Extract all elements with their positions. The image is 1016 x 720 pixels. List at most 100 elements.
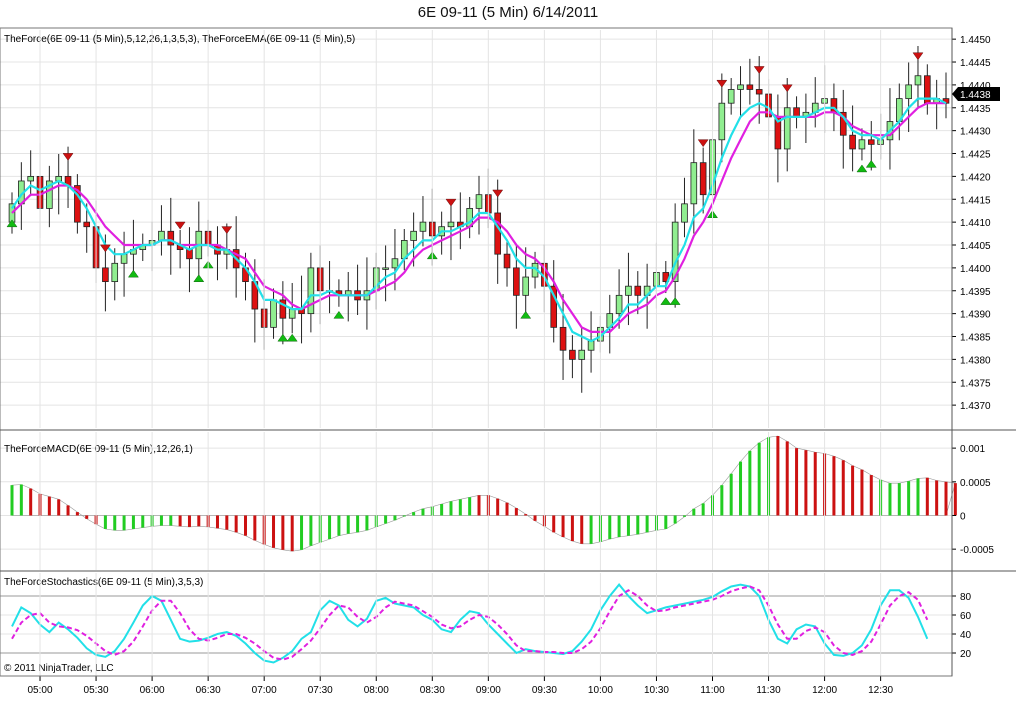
macd-bar <box>187 515 191 527</box>
macd-tick-label: -0.0005 <box>960 545 994 556</box>
macd-bar <box>907 481 911 516</box>
macd-axis: -0.0005 0 0.0005 0.001 <box>952 444 994 556</box>
macd-bar <box>673 515 677 524</box>
macd-histogram <box>10 435 957 552</box>
macd-bar <box>131 515 135 529</box>
buy-signal-arrow <box>277 333 289 342</box>
macd-bar <box>785 441 789 516</box>
macd-bar <box>505 502 509 516</box>
price-candles <box>8 46 950 393</box>
candle-down <box>186 249 193 260</box>
macd-bar <box>169 515 173 526</box>
macd-bar <box>19 484 23 516</box>
time-tick-label: 10:00 <box>588 685 613 696</box>
candle-up <box>690 162 698 205</box>
candle-up <box>737 84 744 90</box>
macd-bar <box>103 515 107 529</box>
price-tick-label: 1.4375 <box>960 378 991 389</box>
candle-up <box>615 294 623 315</box>
macd-bar <box>636 515 640 535</box>
macd-bar <box>29 488 33 516</box>
macd-bar <box>365 515 369 531</box>
time-tick-label: 11:30 <box>756 685 781 696</box>
price-tick-label: 1.4440 <box>960 81 991 92</box>
sell-signal-arrow <box>753 66 765 74</box>
last-price-marker: 1.4438 <box>952 87 1000 102</box>
candle-down <box>793 107 800 118</box>
macd-bar <box>253 515 257 541</box>
macd-bar <box>337 515 341 536</box>
candle-up <box>475 194 483 209</box>
macd-bar <box>953 483 957 516</box>
price-tick-label: 1.4430 <box>960 127 991 138</box>
time-tick-label: 09:00 <box>476 685 501 696</box>
price-tick-label: 1.4415 <box>960 195 991 206</box>
macd-bar <box>393 515 397 521</box>
macd-bar <box>645 515 649 533</box>
time-tick-label: 08:00 <box>364 685 389 696</box>
candle-down <box>559 326 567 351</box>
macd-bar <box>197 515 201 527</box>
stochastics-panel-grid <box>0 595 952 654</box>
macd-bar <box>570 515 574 542</box>
buy-signal-arrow <box>286 333 298 342</box>
macd-bar <box>309 515 313 546</box>
buy-signal-arrow <box>669 297 681 305</box>
macd-bar <box>300 515 304 550</box>
buy-signal-arrow <box>660 297 672 305</box>
price-signal-arrows <box>6 52 924 342</box>
macd-bar <box>804 450 808 516</box>
candle-up <box>625 285 632 296</box>
candle-down <box>755 89 763 95</box>
macd-bar <box>449 501 453 516</box>
candle-down <box>569 349 576 360</box>
price-ema-lines <box>11 97 947 343</box>
macd-bar <box>57 499 61 516</box>
price-axis: 1.4370 1.4375 1.4380 1.4385 1.4390 1.4395 1.44… <box>952 35 991 412</box>
price-tick-label: 1.4425 <box>960 150 991 161</box>
macd-bar <box>225 515 229 530</box>
sell-signal-arrow <box>912 52 924 61</box>
candle-up <box>578 349 586 360</box>
macd-bar <box>580 515 584 544</box>
sell-signal-arrow <box>445 198 457 207</box>
macd-bar <box>925 477 929 516</box>
macd-bar <box>47 496 51 516</box>
macd-bar <box>290 515 294 552</box>
macd-bar <box>10 485 14 516</box>
time-tick-label: 09:30 <box>532 685 557 696</box>
candle-up <box>681 203 688 223</box>
macd-bar <box>178 515 182 527</box>
macd-bar <box>944 481 948 516</box>
candle-up <box>905 84 912 100</box>
macd-bar <box>421 508 425 516</box>
macd-bar <box>589 515 593 544</box>
price-panel-grid <box>0 38 952 406</box>
candle-down <box>83 221 91 228</box>
stochastics-tick-label: 80 <box>960 592 972 603</box>
candle-down <box>550 285 558 328</box>
price-panel-label: TheForce(6E 09-11 (5 Min),5,12,26,1,3,5,… <box>4 34 355 45</box>
candle-up <box>419 221 427 232</box>
price-tick-label: 1.4395 <box>960 287 991 298</box>
stochastics-signal-line <box>11 585 929 661</box>
price-tick-label: 1.4380 <box>960 355 991 366</box>
candle-down <box>513 267 520 296</box>
ema-fast-line <box>11 97 947 343</box>
candle-down <box>102 267 109 283</box>
copyright-text: © 2011 NinjaTrader, LLC <box>4 663 114 674</box>
macd-bar <box>617 515 621 538</box>
price-tick-label: 1.4390 <box>960 310 991 321</box>
price-tick-label: 1.4445 <box>960 58 991 69</box>
stochastics-axis: 20 40 60 80 <box>952 592 972 660</box>
candle-down <box>867 139 875 145</box>
chart-title: 6E 09-11 (5 Min) 6/14/2011 <box>417 4 599 21</box>
macd-bar <box>141 515 145 528</box>
buy-signal-arrow <box>333 310 345 319</box>
time-tick-label: 12:30 <box>868 685 893 696</box>
macd-bar <box>748 450 752 516</box>
macd-bar <box>281 515 285 550</box>
macd-bar <box>412 512 416 516</box>
candle-down <box>503 253 511 269</box>
